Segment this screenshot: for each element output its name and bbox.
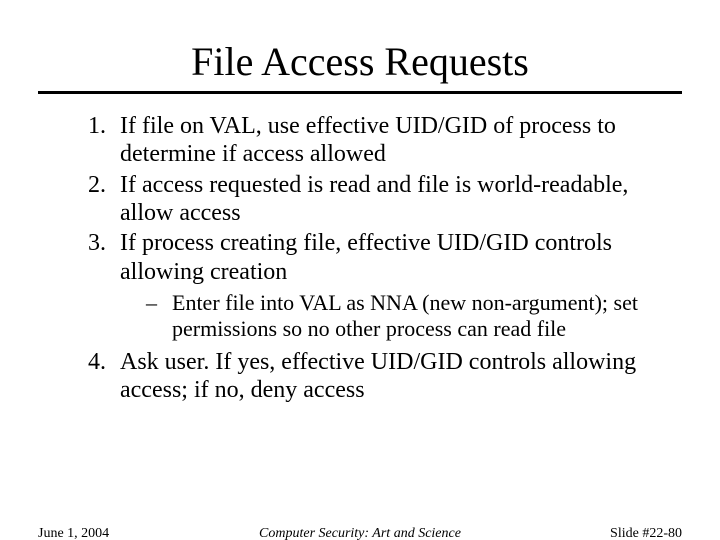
footer-slide-number: Slide #22-80 [562,526,682,540]
slide-title: File Access Requests [0,38,720,85]
footer-center: Computer Security: Art and Science © 200… [158,526,562,540]
title-underline [38,91,682,94]
footer-source-title: Computer Security: Art and Science [158,526,562,540]
list-item: If process creating file, effective UID/… [112,229,670,342]
footer-date: June 1, 2004 [38,526,158,540]
sub-list: Enter file into VAL as NNA (new non-argu… [120,290,670,342]
numbered-list: If file on VAL, use effective UID/GID of… [50,112,670,404]
list-item: Ask user. If yes, effective UID/GID cont… [112,348,670,405]
list-item: If file on VAL, use effective UID/GID of… [112,112,670,169]
slide: File Access Requests If file on VAL, use… [0,38,720,540]
list-item: If access requested is read and file is … [112,171,670,228]
slide-body: If file on VAL, use effective UID/GID of… [0,112,720,404]
sub-list-item: Enter file into VAL as NNA (new non-argu… [146,290,670,342]
list-item-text: If process creating file, effective UID/… [120,230,612,284]
slide-footer: June 1, 2004 Computer Security: Art and … [0,526,720,540]
